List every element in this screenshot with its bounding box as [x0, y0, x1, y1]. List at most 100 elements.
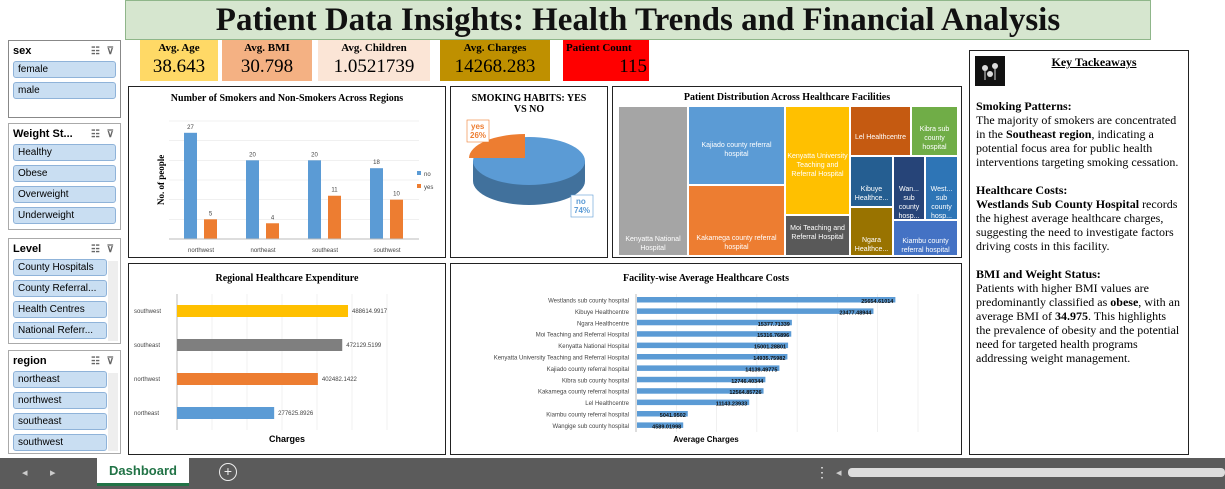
sheet-tab-bar: ◂ ▸ + ⋮ ◂: [0, 458, 1225, 489]
smoking-pie-panel[interactable]: SMOKING HABITS: YES VS NO yes 26% no 74%: [450, 86, 608, 258]
y-tick-label: Kibra sub county hospital: [562, 378, 629, 384]
facility-chart: Westlands sub county hospital 25654.61014…: [494, 294, 919, 432]
data-label: 20: [311, 152, 318, 158]
chart-title: Patient Distribution Across Healthcare F…: [683, 92, 891, 103]
bar-yes: [266, 223, 279, 239]
treemap-cell: Moi Teaching and Referral Hospital: [786, 216, 849, 255]
smoking-pie-chart: yes 26% no 74%: [466, 119, 594, 218]
y-tick-label: northeast: [134, 411, 159, 417]
bar-yes: [390, 199, 403, 239]
y-tick-label: Lel Healthcentre: [585, 401, 629, 407]
bar-no: [184, 132, 197, 239]
sex-slicer[interactable]: sex ☷ ⊽ female male: [8, 40, 121, 118]
level-slicer[interactable]: Level ☷ ⊽ County Hospitals County Referra…: [8, 238, 121, 344]
legend-label-no: no: [424, 172, 431, 178]
data-label: 14139.49775: [745, 367, 777, 373]
slicer-item-obese[interactable]: Obese: [13, 165, 116, 182]
data-label: 14935.75982: [753, 356, 785, 362]
bar-facility: [637, 319, 792, 326]
slicer-item-southwest[interactable]: southwest: [13, 434, 107, 451]
pie-label-no-pct: 74%: [574, 206, 590, 215]
bar-facility: [637, 376, 766, 383]
bar-facility: [637, 411, 688, 417]
y-tick-label: Kenyatta National Hospital: [558, 344, 629, 350]
kpi-label: Avg. Charges: [463, 42, 527, 54]
x-axis-label: Charges: [268, 434, 305, 444]
slicer-item-county-hospitals[interactable]: County Hospitals: [13, 259, 107, 276]
data-label: 4: [271, 215, 275, 221]
bar-southeast: [177, 339, 343, 351]
data-label: 27: [187, 125, 194, 131]
bar-facility: [637, 331, 792, 337]
slicer-item-female[interactable]: female: [13, 61, 116, 78]
bar-northwest: [177, 373, 318, 385]
bar-yes: [204, 219, 217, 239]
data-label: 11143.23933: [716, 402, 748, 408]
y-tick-label: Kajiado county referral hospital: [547, 367, 629, 373]
slicer-item-northeast[interactable]: northeast: [13, 371, 107, 388]
weight-slicer[interactable]: Weight St... ☷ ⊽ Healthy Obese Overweight…: [8, 123, 121, 230]
treemap-panel[interactable]: Patient Distribution Across Healthcare F…: [612, 86, 962, 258]
data-label: 5041.9502: [660, 413, 686, 419]
x-tick-label: northeast: [250, 248, 275, 254]
treemap-cell: Ngara Healthce...: [851, 208, 892, 255]
bar-no: [308, 160, 321, 239]
slicer-item-county-referral[interactable]: County Referral...: [13, 280, 107, 297]
bar-facility: [637, 354, 788, 360]
slicer-item-healthy[interactable]: Healthy: [13, 144, 116, 161]
treemap-cell: Kajiado county referral hospital: [689, 107, 784, 184]
treemap-cell: Kakamega county referral hospital: [689, 186, 784, 255]
bar-northeast: [177, 407, 275, 419]
slicer-item-health-centres[interactable]: Health Centres: [13, 301, 107, 318]
bar-facility: [637, 308, 874, 314]
y-tick-label: southwest: [134, 309, 161, 315]
slicer-item-underweight[interactable]: Underweight: [13, 207, 116, 224]
y-tick-label: northwest: [134, 377, 160, 383]
region-slicer[interactable]: region ☷ ⊽ northeast northwest southeast …: [8, 350, 121, 454]
scroll-right-icon[interactable]: ▸: [50, 467, 56, 479]
slicer-item-overweight[interactable]: Overweight: [13, 186, 116, 203]
slicer-filter-icons[interactable]: ☷ ⊽: [90, 128, 116, 140]
more-options-icon[interactable]: ⋮: [815, 464, 829, 480]
expenditure-chart-panel[interactable]: Regional Healthcare Expenditure southwes…: [128, 263, 446, 455]
kpi-avg-children: Avg. Children 1.0521739: [318, 40, 430, 81]
horizontal-scrollbar[interactable]: [848, 468, 1225, 477]
slicer-filter-icons[interactable]: ☷ ⊽: [90, 45, 116, 57]
slicer-item-northwest[interactable]: northwest: [13, 392, 107, 409]
tab-dashboard[interactable]: Dashboard: [97, 458, 189, 486]
hscroll-left-icon[interactable]: ◂: [836, 467, 842, 479]
pie-label-no: no: [576, 197, 586, 206]
treemap-cell: Kibuye Healthce...: [851, 157, 892, 206]
treemap-cell: West... sub county hosp...: [926, 157, 957, 220]
pie-label-no-box: [570, 194, 594, 218]
slicer-scrollbar[interactable]: [108, 373, 118, 451]
pie-label-yes-box: [466, 119, 490, 143]
legend-label-yes: yes: [424, 185, 433, 191]
slicer-scrollbar[interactable]: [108, 261, 118, 341]
data-label: 11: [331, 188, 338, 194]
chart-title: SMOKING HABITS: YES VS NO: [471, 93, 587, 115]
kpi-value: 14268.283: [454, 56, 536, 77]
scroll-left-icon[interactable]: ◂: [22, 467, 28, 479]
smokers-chart-panel[interactable]: Number of Smokers and Non-Smokers Across…: [128, 86, 446, 258]
y-tick-label: Kibuye Healthcentre: [575, 310, 630, 316]
slicer-item-male[interactable]: male: [13, 82, 116, 99]
data-label: 12746.40344: [731, 379, 764, 385]
slicer-filter-icons[interactable]: ☷ ⊽: [90, 355, 116, 367]
costs-text: Westlands Sub County Hospital records th…: [976, 197, 1178, 253]
kpi-label: Avg. Age: [158, 42, 200, 54]
data-label: 15001.28801: [754, 345, 786, 351]
slicer-item-national-referral[interactable]: National Referr...: [13, 322, 107, 339]
slicer-item-southeast[interactable]: southeast: [13, 413, 107, 430]
y-tick-label: Ngara Healthcentre: [577, 321, 630, 327]
x-tick-label: northwest: [188, 248, 214, 254]
smoking-heading: Smoking Patterns:: [976, 99, 1072, 113]
y-tick-label: Kiambu county referral hospital: [546, 413, 629, 419]
slicer-title: Level: [13, 243, 42, 255]
slicer-title: sex: [13, 45, 32, 57]
bar-facility: [637, 365, 780, 371]
add-sheet-icon[interactable]: +: [219, 463, 237, 481]
treemap: Kenyatta National Hospital Kajiado count…: [619, 107, 957, 255]
slicer-filter-icons[interactable]: ☷ ⊽: [90, 243, 116, 255]
facility-chart-panel[interactable]: Facility-wise Average Healthcare Costs W…: [450, 263, 962, 455]
